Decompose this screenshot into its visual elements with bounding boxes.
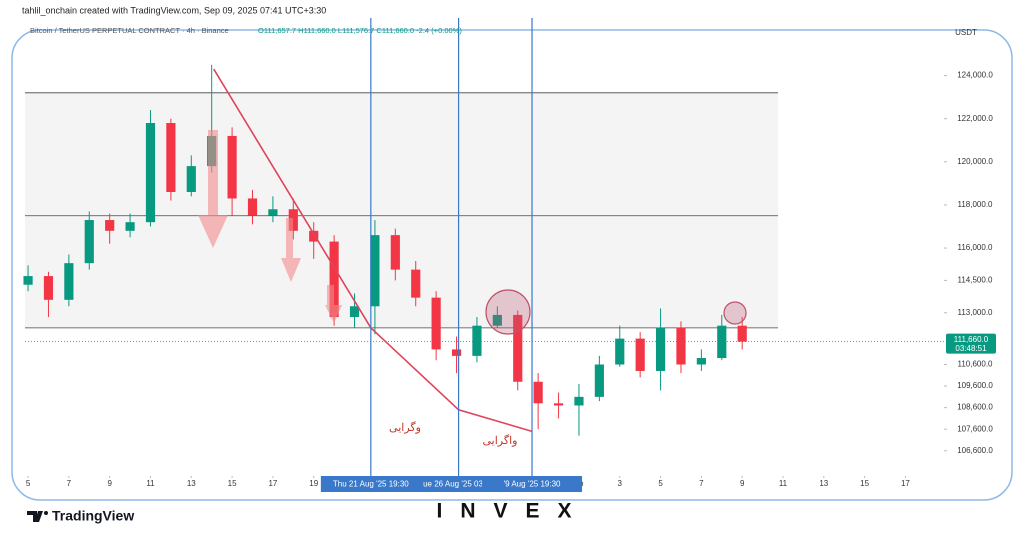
candle-body [696,358,706,365]
candle-body [125,222,135,231]
x-tick-label: 9 [107,479,112,488]
crosshair-label-box [320,476,421,492]
candle-body [451,349,462,356]
x-tick-label: 13 [187,479,196,488]
candle-body [737,325,747,342]
candle-body [84,220,94,264]
x-tick-label: 19 [309,479,318,488]
highlight-circle [485,289,531,335]
candle-body [186,166,196,192]
x-tick-label: 9 [740,479,745,488]
y-tick-label: 118,000.0 [958,200,994,209]
chart-title: Bitcoin / TetherUS PERPETUAL CONTRACT · … [30,26,229,35]
y-tick-label: 108,600.0 [957,403,993,412]
candle-body [288,209,298,231]
candle-body [329,241,339,318]
x-tick-label: 7 [699,479,704,488]
y-tick-label: 120,000.0 [957,157,993,166]
candle-body [411,269,421,298]
annotation: وگرایی [389,421,421,434]
candle-body [43,276,54,300]
y-tick-label: 122,000.0 [957,114,993,123]
candle-body [349,306,360,318]
candle-body [227,135,237,199]
y-axis-unit: USDT [955,28,977,37]
y-tick-label: 110,600.0 [958,360,994,369]
crosshair-label: Thu 21 Aug '25 19:30 [333,480,409,489]
last-price-box [946,333,996,354]
candle-body [635,338,645,371]
candle-body [574,396,584,406]
annotation: واگرایی [483,434,518,447]
candle-body [676,327,686,365]
arrow [198,130,228,248]
arrow [325,285,342,323]
crosshair-label-box [482,476,583,492]
x-tick-label: 11 [779,479,788,488]
candle-body [64,263,74,300]
site-watermark: INVEX [436,500,589,523]
candle-body [370,235,380,307]
x-tick-label: 17 [901,479,910,488]
y-tick-label: 107,600.0 [957,424,993,433]
zone-band [25,92,778,328]
candle-body [309,230,319,242]
countdown: 03:48:51 [955,344,987,353]
trendline [213,68,533,433]
candle-body [472,325,482,356]
x-tick-label: 5 [26,479,31,488]
x-tick-label: 15 [228,479,237,488]
y-tick-label: 114,500.0 [958,276,994,285]
y-tick-label: 124,000.0 [957,71,993,80]
x-tick-label: 11 [146,479,155,488]
frame [11,29,1013,501]
candle-body [492,314,502,326]
candle-body [553,403,564,406]
x-tick-label: 5 [658,479,663,488]
candle-body [247,198,258,216]
brand-logo [27,511,48,522]
candle-body [23,276,33,285]
candle-body [717,325,727,359]
y-tick-label: 109,600.0 [957,381,993,390]
candle-body [513,314,523,382]
candle-body [166,123,176,192]
candle-body [594,364,604,397]
candle-body [105,220,115,231]
x-tick-label: 3 [618,479,623,488]
candle-body [390,235,400,270]
candle-body [533,381,543,404]
candle-body [615,338,625,365]
candle-body [145,123,156,223]
y-tick-label: 116,000.0 [958,243,994,252]
x-tick-label: 15 [860,479,869,488]
crosshair-label: ue 26 Aug '25 03:30 [423,480,494,489]
highlight-circle [723,301,747,325]
author-line: tahlil_onchain created with TradingView.… [22,5,326,15]
x-tick-label: 17 [268,479,277,488]
y-tick-label: 106,600.0 [957,446,993,455]
x-tick-label: 7 [67,479,72,488]
ohlc-header: O111,657.7 H111,660.0 L111,576.7 C111,66… [258,26,462,35]
last-price-label: 111,660.0 [954,335,989,344]
candle-body [431,297,441,350]
brand-name: TradingView [52,508,134,524]
arrow [281,218,301,282]
x-tick-label: 13 [819,479,828,488]
y-tick-label: 113,000.0 [958,308,994,317]
candle-body [268,209,278,216]
candle-body [655,327,666,371]
crosshair-label: '9 Aug '25 19:30 [504,480,561,489]
